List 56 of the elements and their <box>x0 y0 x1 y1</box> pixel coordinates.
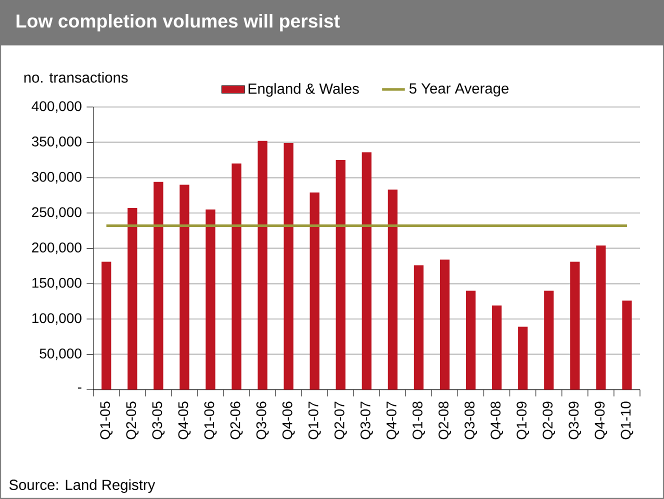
x-tick-label: Q3-05 <box>152 402 165 440</box>
x-tick-label: Q3-06 <box>256 402 269 440</box>
y-tick-label: 300,000 <box>32 172 82 184</box>
x-tick-label: Q4-09 <box>594 402 608 440</box>
x-tick-label: Q4-07 <box>386 402 399 440</box>
bar <box>544 290 554 390</box>
bar <box>180 184 190 390</box>
bar <box>336 160 346 390</box>
x-tick-label: Q4-06 <box>282 402 295 440</box>
x-tick-label: Q2-07 <box>334 402 347 440</box>
bar <box>258 140 268 390</box>
x-tick-label: Q2-05 <box>126 402 139 440</box>
bar <box>232 164 242 390</box>
x-tick-label: Q2-06 <box>230 402 243 440</box>
y-tick-label: 50,000 <box>40 348 82 360</box>
bar <box>206 209 216 390</box>
y-tick-label: 200,000 <box>32 242 82 254</box>
x-tick-label: Q3-09 <box>568 402 582 440</box>
bar <box>596 245 606 390</box>
legend-label: 5 Year Average <box>409 83 508 96</box>
bar <box>492 306 502 390</box>
bar <box>440 260 450 390</box>
x-tick-label: Q4-08 <box>490 402 504 440</box>
x-tick-label: Q2-08 <box>438 402 451 440</box>
x-tick-label: Q1-05 <box>100 402 113 440</box>
y-tick-label: 250,000 <box>32 207 82 219</box>
bar <box>518 326 528 390</box>
bar <box>388 190 398 390</box>
bar <box>414 265 424 390</box>
bar <box>310 192 320 390</box>
x-tick-label: Q3-08 <box>464 402 477 440</box>
x-tick-label: Q4-05 <box>178 402 191 440</box>
y-tick-label: 350,000 <box>32 136 82 148</box>
y-tick-label: 100,000 <box>32 313 82 325</box>
x-tick-label: Q1-09 <box>516 402 530 440</box>
x-tick-label: Q1-10 <box>620 402 634 440</box>
bar <box>128 208 138 390</box>
y-axis-title: no. transactions <box>24 72 128 83</box>
y-tick-label: 150,000 <box>32 278 82 290</box>
chart-title: Low completion volumes will persist <box>16 14 340 32</box>
y-tick-label: - <box>78 388 82 389</box>
bar <box>284 143 294 390</box>
bar <box>466 290 476 390</box>
bar <box>570 262 580 390</box>
x-tick-label: Q1-08 <box>412 402 425 440</box>
bar <box>102 262 112 390</box>
source-note: Source: Land Registry <box>9 479 156 493</box>
bar <box>154 182 164 390</box>
x-tick-label: Q1-07 <box>308 402 321 440</box>
x-tick-label: Q3-07 <box>360 402 373 440</box>
x-tick-label: Q2-09 <box>542 402 556 440</box>
bar <box>622 300 632 390</box>
bar <box>362 152 372 390</box>
legend-label: England & Wales <box>248 83 359 97</box>
x-tick-label: Q1-06 <box>204 402 217 440</box>
y-tick-label: 400,000 <box>32 101 82 113</box>
